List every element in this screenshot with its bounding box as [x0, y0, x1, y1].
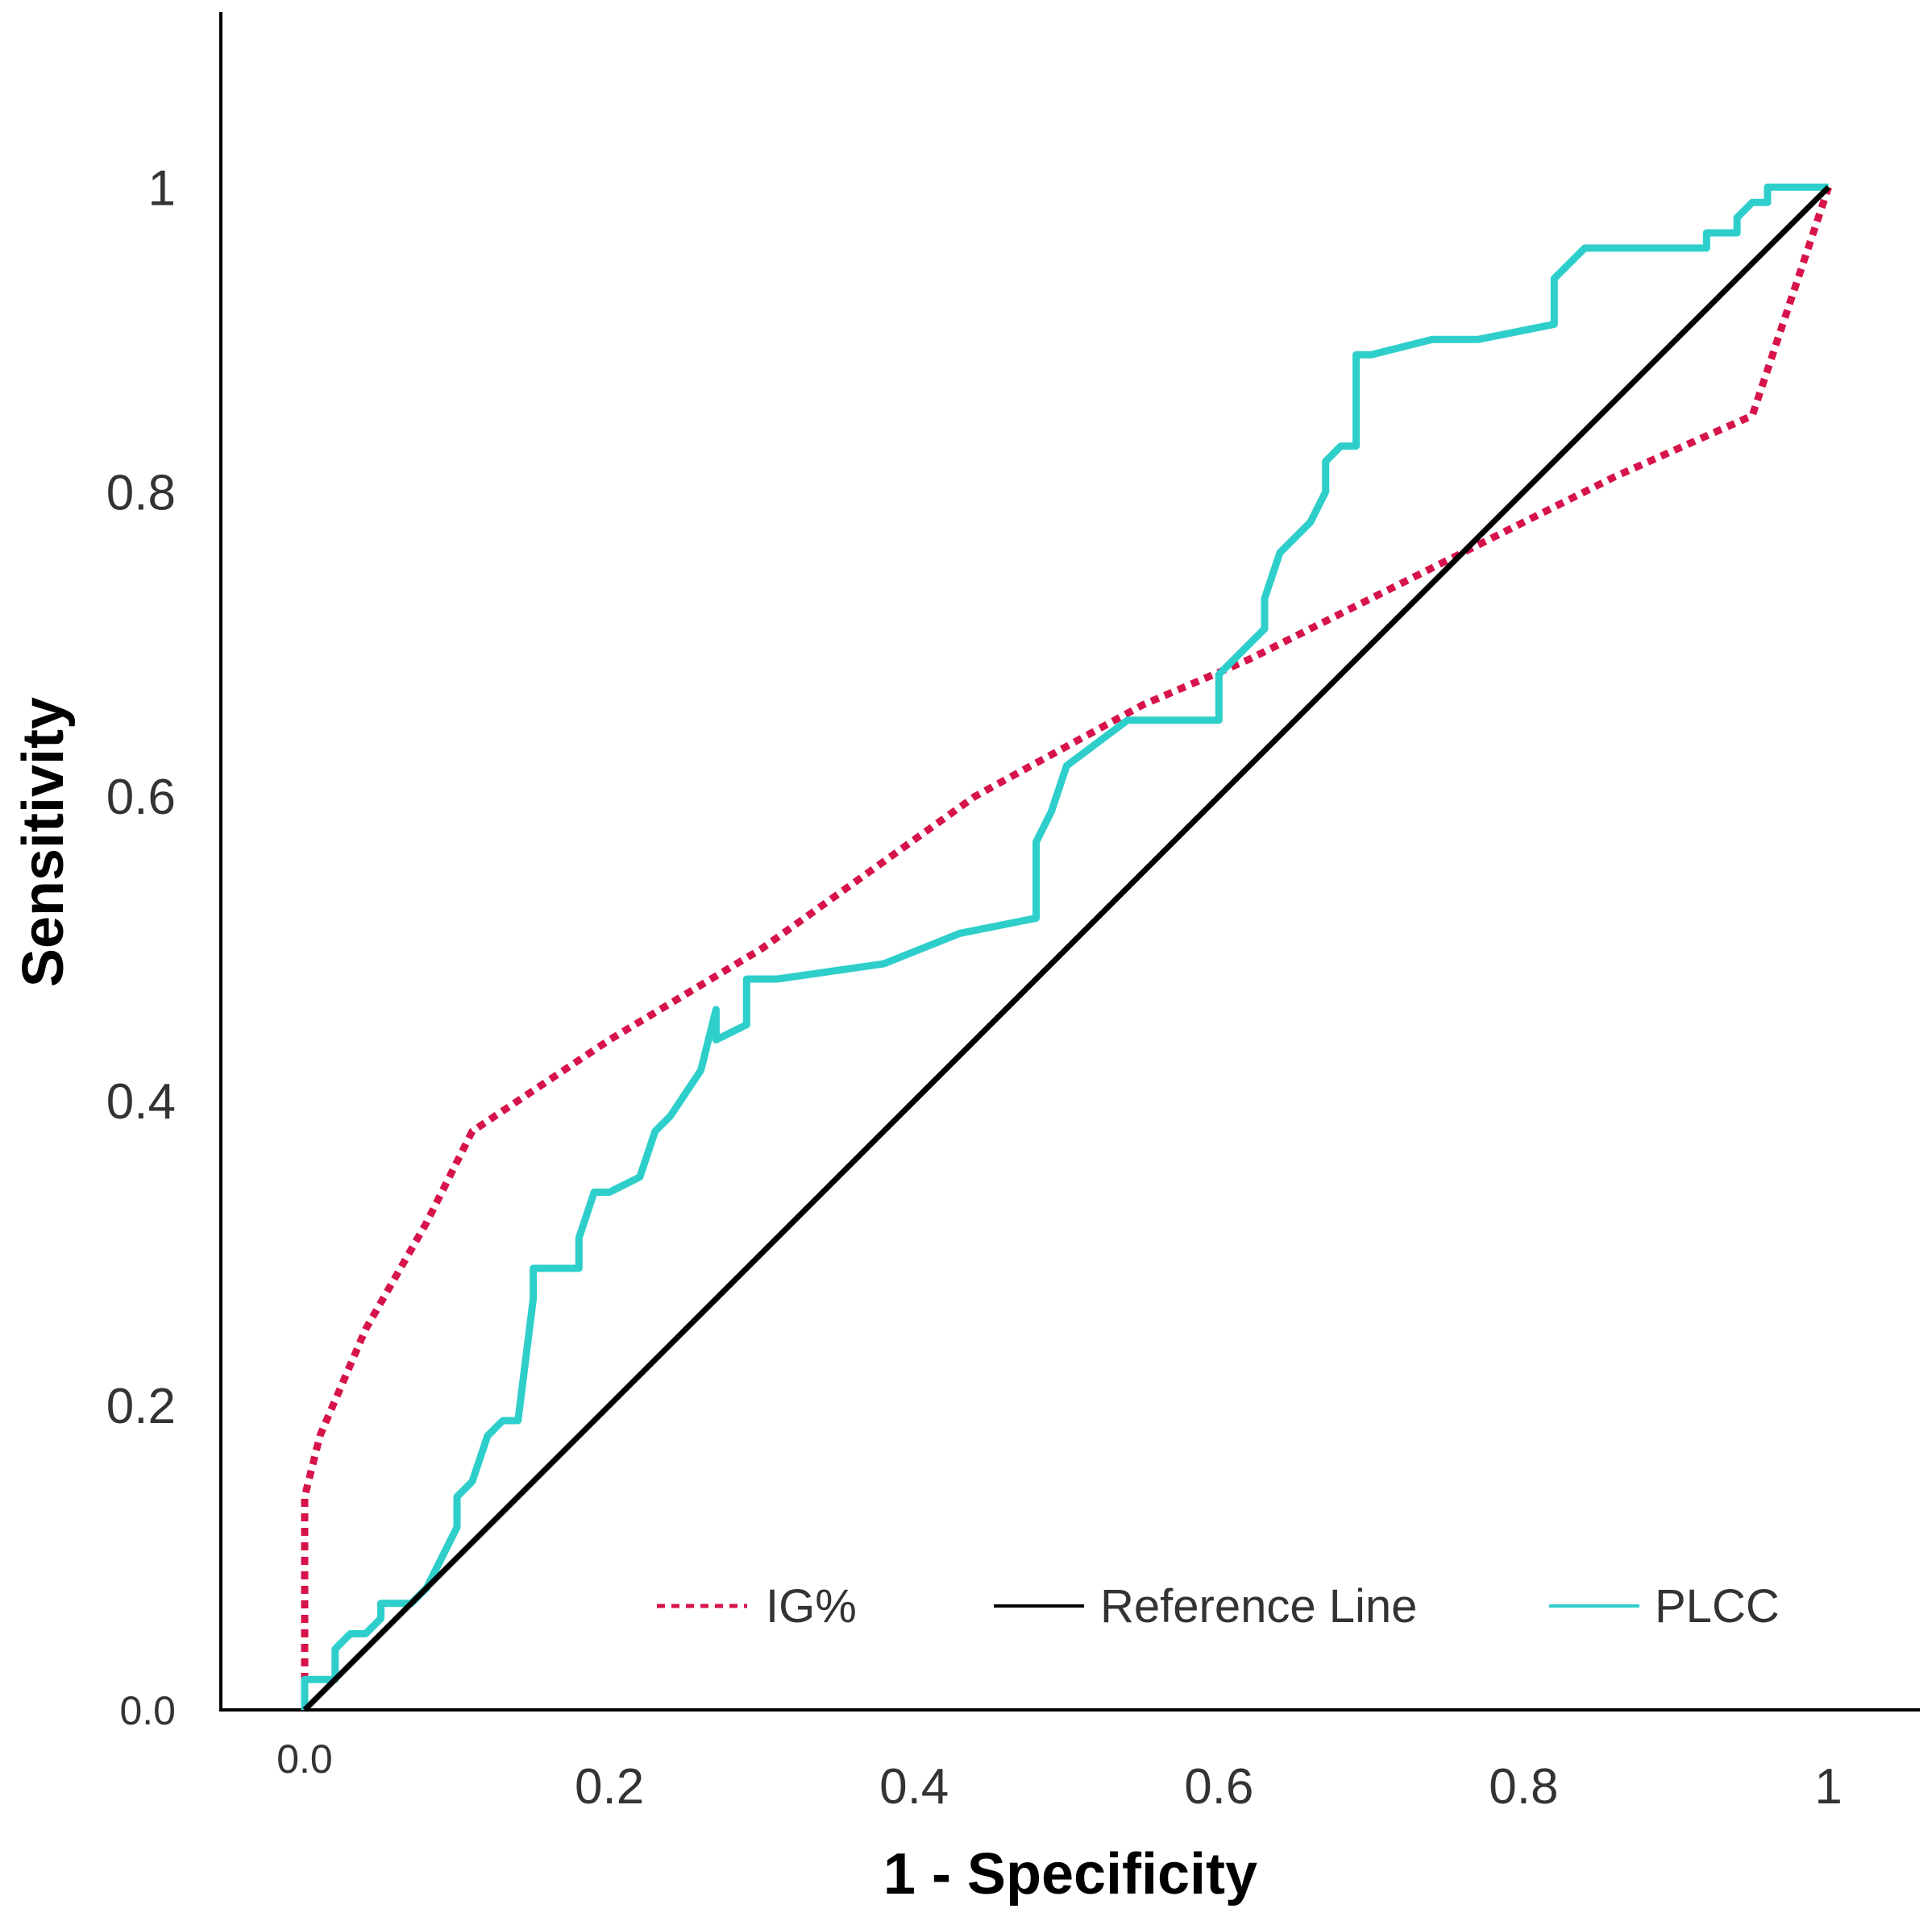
x-tick-labels: 0.0 0.2 0.4 0.6 0.8 1: [276, 1737, 1843, 1815]
x-tick-label: 1: [1814, 1759, 1842, 1815]
y-tick-label: 0.8: [106, 465, 176, 521]
x-tick-label: 0.8: [1489, 1759, 1558, 1815]
series-line-ig: [301, 185, 1832, 1710]
y-tick-label: 0.0: [119, 1688, 176, 1733]
legend-label: PLCC: [1655, 1580, 1780, 1633]
series-layer: [301, 183, 1832, 1712]
axes: [219, 12, 1920, 1712]
y-tick-label: 1: [148, 160, 176, 216]
legend-label: Reference Line: [1100, 1580, 1417, 1633]
series-line-reference-line: [302, 185, 1831, 1712]
x-axis-title: 1 - Specificity: [883, 1842, 1257, 1907]
y-tick-label: 0.2: [106, 1379, 176, 1434]
legend-label: IG%: [766, 1580, 857, 1633]
x-tick-label: 0.0: [276, 1737, 333, 1782]
y-tick-labels: 0.0 0.2 0.4 0.6 0.8 1: [106, 160, 176, 1733]
y-tick-label: 0.6: [106, 770, 176, 825]
x-tick-label: 0.6: [1184, 1759, 1253, 1815]
x-tick-label: 0.4: [879, 1759, 949, 1815]
y-axis-title: Sensitivity: [11, 697, 76, 987]
series-line-plcc: [301, 183, 1829, 1710]
x-tick-label: 0.2: [575, 1759, 644, 1815]
legend: IG% Reference Line PLCC: [657, 1580, 1780, 1633]
y-tick-label: 0.4: [106, 1074, 176, 1130]
